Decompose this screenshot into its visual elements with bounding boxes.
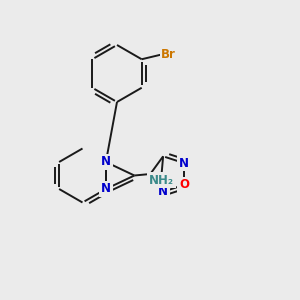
Text: N: N [101,182,111,196]
Text: N: N [101,155,111,169]
Text: N: N [179,157,189,169]
Text: N: N [158,185,168,198]
Text: NH₂: NH₂ [149,174,174,187]
Text: O: O [179,178,189,191]
Text: Br: Br [161,48,176,61]
